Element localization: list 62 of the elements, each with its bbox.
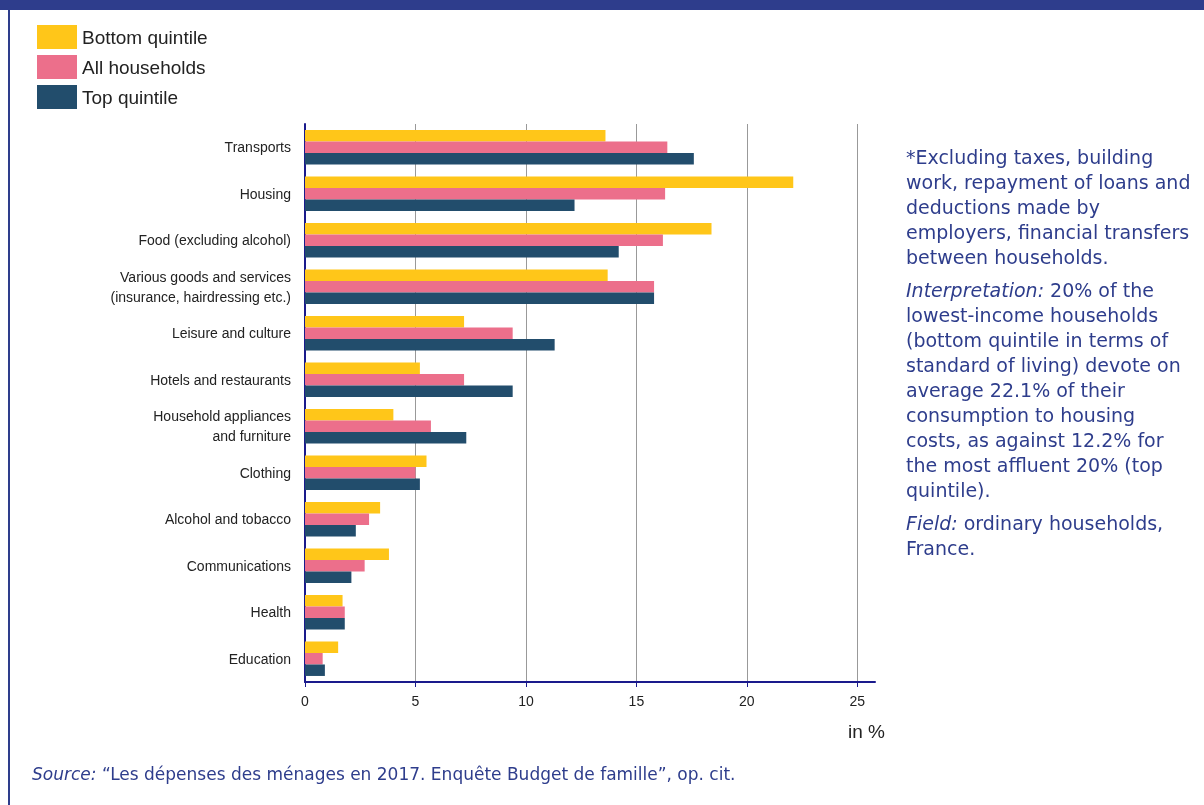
bar [305, 152, 694, 165]
bar [305, 223, 712, 235]
x-tick-label: 0 [301, 693, 310, 709]
bar [305, 431, 467, 444]
bar [305, 362, 420, 375]
text: Field: ordinary households, France. [906, 511, 1165, 561]
bar [305, 385, 513, 397]
y-tick-label: Transports [224, 139, 291, 156]
y-tick-label: Alcohol and tobacco [164, 511, 292, 528]
bar [305, 199, 575, 211]
bar [305, 548, 389, 561]
bar [305, 374, 465, 386]
y-tick-label: Leisure and culture [171, 325, 292, 342]
bar [305, 188, 666, 200]
bar [305, 653, 323, 665]
y-tick-label: Communications [186, 557, 291, 574]
text: Interpretation: 20% of the lowest-income households (bottom quintile in terms of standard of living) devote on average 22.1% of their consumption to housing costs, as against 12.2% for the most affluent 20% (top quintile). [906, 279, 1181, 501]
bar [305, 560, 365, 572]
x-tick-label: 25 [849, 693, 866, 709]
bar [305, 606, 345, 618]
text: *Excluding taxes, building work, repayment of loans and deductions made by employers, financial transfers between households. [906, 145, 1192, 270]
bar [305, 420, 431, 432]
y-tick-label: Clothing [239, 464, 291, 481]
legend-label: All households [82, 56, 206, 78]
bar [305, 467, 416, 479]
y-tick-label: Education [228, 650, 291, 667]
bar [305, 269, 608, 282]
bar [305, 409, 394, 421]
bar [305, 316, 465, 328]
y-tick-label: Hotels and restaurants [150, 371, 291, 388]
bar [305, 176, 794, 189]
legend-label: Top quintile [82, 86, 179, 108]
x-tick-label: 5 [411, 693, 420, 709]
bar [305, 130, 606, 142]
bar [305, 513, 370, 525]
y-tick-label: Household appliances and furniture [153, 408, 292, 445]
bar [305, 664, 325, 676]
bar [305, 141, 668, 153]
bar [305, 478, 420, 490]
bar [305, 502, 381, 514]
bar [305, 455, 427, 468]
x-tick-label: 20 [739, 693, 755, 709]
bar [305, 292, 655, 304]
x-tick-label: 15 [628, 693, 645, 709]
source-note: Source: “Les dépenses des ménages en 2017. Enquête Budget de famille”, op. cit. [32, 764, 736, 784]
bar [305, 571, 352, 583]
bar [305, 617, 345, 630]
bar [305, 234, 663, 246]
legend-label: Bottom quintile [82, 26, 208, 48]
y-tick-label: Health [250, 604, 291, 621]
bar [305, 327, 513, 339]
bar [305, 245, 619, 258]
bar [305, 524, 356, 537]
y-tick-label: Food (excluding alcohol) [138, 232, 291, 249]
x-tick-label: 10 [518, 693, 534, 709]
bar [305, 281, 655, 293]
y-tick-label: Various goods and services (insurance, hairdressing etc.) [110, 268, 291, 305]
y-tick-label: Housing [239, 185, 291, 202]
bar [305, 338, 555, 351]
x-axis-title: in % [848, 721, 886, 742]
bar [305, 595, 343, 607]
bar [305, 641, 339, 654]
